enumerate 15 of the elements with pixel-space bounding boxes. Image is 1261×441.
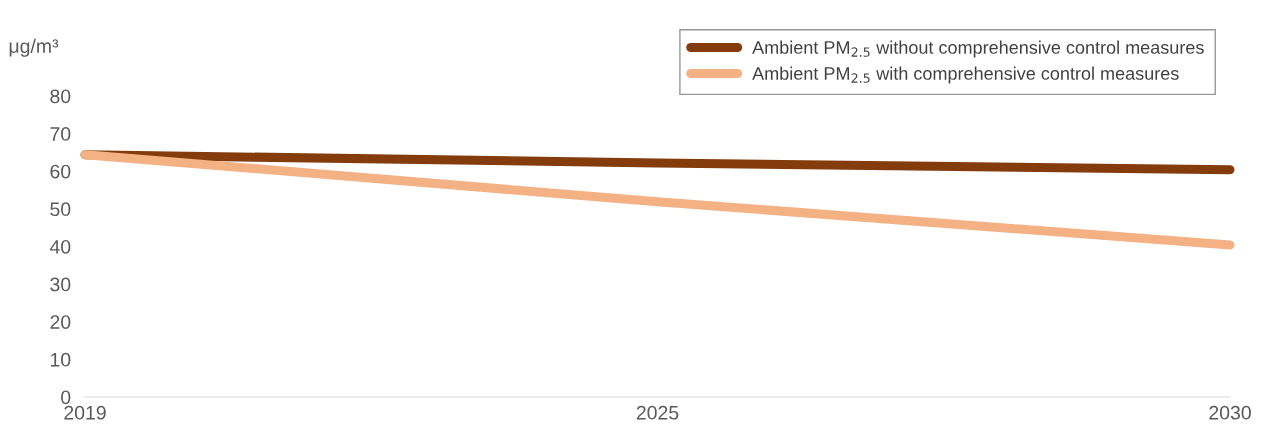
- y-tick-label: 30: [50, 277, 71, 292]
- y-axis-title: μg/m³: [9, 38, 59, 57]
- legend-label: Ambient PM$_{2.5}$ without comprehensive control measures: [752, 40, 1204, 58]
- y-tick-label: 40: [49, 239, 71, 254]
- y-tick-label: 70: [50, 127, 71, 141]
- y-tick-label: 80: [50, 89, 71, 104]
- y-tick-label: 60: [50, 164, 71, 179]
- y-tick-label: 10: [50, 352, 71, 367]
- x-tick-label: 2019: [64, 405, 106, 420]
- x-tick-label: 2025: [636, 405, 679, 420]
- y-tick-label: 20: [50, 315, 71, 329]
- y-tick-label: 50: [50, 202, 71, 217]
- x-tick-label: 2030: [1209, 405, 1251, 420]
- legend-label: Ambient PM$_{2.5}$ with comprehensive control measures: [752, 66, 1179, 84]
- y-tick-label: 0: [61, 390, 71, 405]
